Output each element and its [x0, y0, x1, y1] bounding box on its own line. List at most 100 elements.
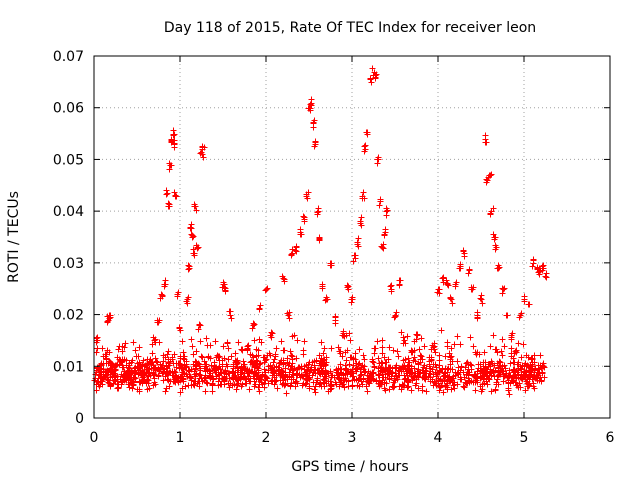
- data-point-band: [256, 388, 263, 395]
- data-point: [503, 312, 510, 319]
- data-point-band: [202, 388, 209, 395]
- data-point-band: [531, 385, 538, 392]
- data-point-band: [442, 366, 449, 373]
- data-point: [250, 320, 257, 327]
- data-point-band: [354, 382, 361, 389]
- x-tick-label: 1: [176, 430, 185, 446]
- data-point-band: [289, 353, 296, 360]
- data-point-band: [349, 366, 356, 373]
- data-point: [445, 282, 452, 289]
- x-tick-label: 0: [90, 430, 99, 446]
- data-point-band: [134, 386, 141, 393]
- data-point-band: [314, 367, 321, 374]
- data-point-band: [152, 381, 159, 388]
- data-point: [431, 346, 438, 353]
- data-point: [479, 300, 486, 307]
- data-point: [377, 196, 384, 203]
- data-point-band: [487, 366, 494, 373]
- data-point-band: [419, 374, 426, 381]
- data-point: [165, 200, 172, 207]
- data-point-band: [423, 388, 430, 395]
- data-point: [362, 142, 369, 149]
- data-point: [511, 350, 518, 357]
- data-point-band: [405, 378, 412, 385]
- x-tick-label: 5: [520, 430, 529, 446]
- data-point-band: [385, 356, 392, 363]
- data-point: [271, 356, 278, 363]
- data-point: [268, 329, 275, 336]
- data-point-band: [360, 352, 367, 359]
- data-point-band: [391, 383, 398, 390]
- data-point: [166, 201, 173, 208]
- data-point: [447, 295, 454, 302]
- grid-layer: [94, 56, 610, 418]
- data-point-band: [256, 375, 263, 382]
- data-point: [162, 277, 169, 284]
- data-point: [98, 369, 105, 376]
- data-point-band: [480, 359, 487, 366]
- data-point-band: [294, 366, 301, 373]
- data-point-band: [188, 375, 195, 382]
- data-point-band: [451, 385, 458, 392]
- data-point: [171, 189, 178, 196]
- data-point-band: [468, 362, 475, 369]
- data-point-band: [304, 377, 311, 384]
- data-point-band: [293, 355, 300, 362]
- data-point-band: [207, 355, 214, 362]
- data-point-band: [317, 380, 324, 387]
- data-point-band: [371, 363, 378, 370]
- data-point-band: [505, 380, 512, 387]
- data-point: [263, 286, 270, 293]
- data-point: [328, 262, 335, 269]
- data-point: [176, 325, 183, 332]
- data-point: [495, 262, 502, 269]
- data-point: [298, 231, 305, 238]
- data-point-band: [184, 373, 191, 380]
- data-point-band: [523, 371, 530, 378]
- data-point: [460, 248, 467, 255]
- data-point-band: [393, 362, 400, 369]
- data-point: [307, 101, 314, 108]
- data-point-band: [316, 381, 323, 388]
- data-point-band: [465, 371, 472, 378]
- data-point: [488, 171, 495, 178]
- data-point-band: [140, 357, 147, 364]
- data-point-band: [262, 369, 269, 376]
- data-point: [332, 313, 339, 320]
- data-point-band: [320, 350, 327, 357]
- data-point: [421, 370, 428, 377]
- data-point: [358, 222, 365, 229]
- data-point-band: [220, 343, 227, 350]
- data-point-band: [447, 378, 454, 385]
- data-point: [100, 375, 107, 382]
- data-point-band: [515, 340, 522, 347]
- data-point: [288, 251, 295, 258]
- data-point: [414, 331, 421, 338]
- data-point: [130, 382, 137, 389]
- data-point-band: [499, 336, 506, 343]
- data-point-band: [379, 337, 386, 344]
- data-point-band: [513, 375, 520, 382]
- data-point-band: [486, 361, 493, 368]
- data-point-band: [179, 338, 186, 345]
- data-point-band: [143, 370, 150, 377]
- data-point-band: [353, 360, 360, 367]
- data-point: [197, 150, 204, 157]
- data-point-band: [488, 388, 495, 395]
- data-point-band: [282, 365, 289, 372]
- data-point-band: [245, 375, 252, 382]
- data-point-band: [482, 365, 489, 372]
- data-point: [187, 225, 194, 232]
- data-point-band: [497, 371, 504, 378]
- data-point: [193, 242, 200, 249]
- data-point-band: [222, 368, 229, 375]
- data-point: [373, 71, 380, 78]
- data-point: [322, 297, 329, 304]
- x-tick-label: 3: [348, 430, 357, 446]
- data-point: [344, 284, 351, 291]
- data-point: [367, 76, 374, 83]
- data-point: [397, 277, 404, 284]
- data-point-band: [270, 359, 277, 366]
- data-point-band: [474, 349, 481, 356]
